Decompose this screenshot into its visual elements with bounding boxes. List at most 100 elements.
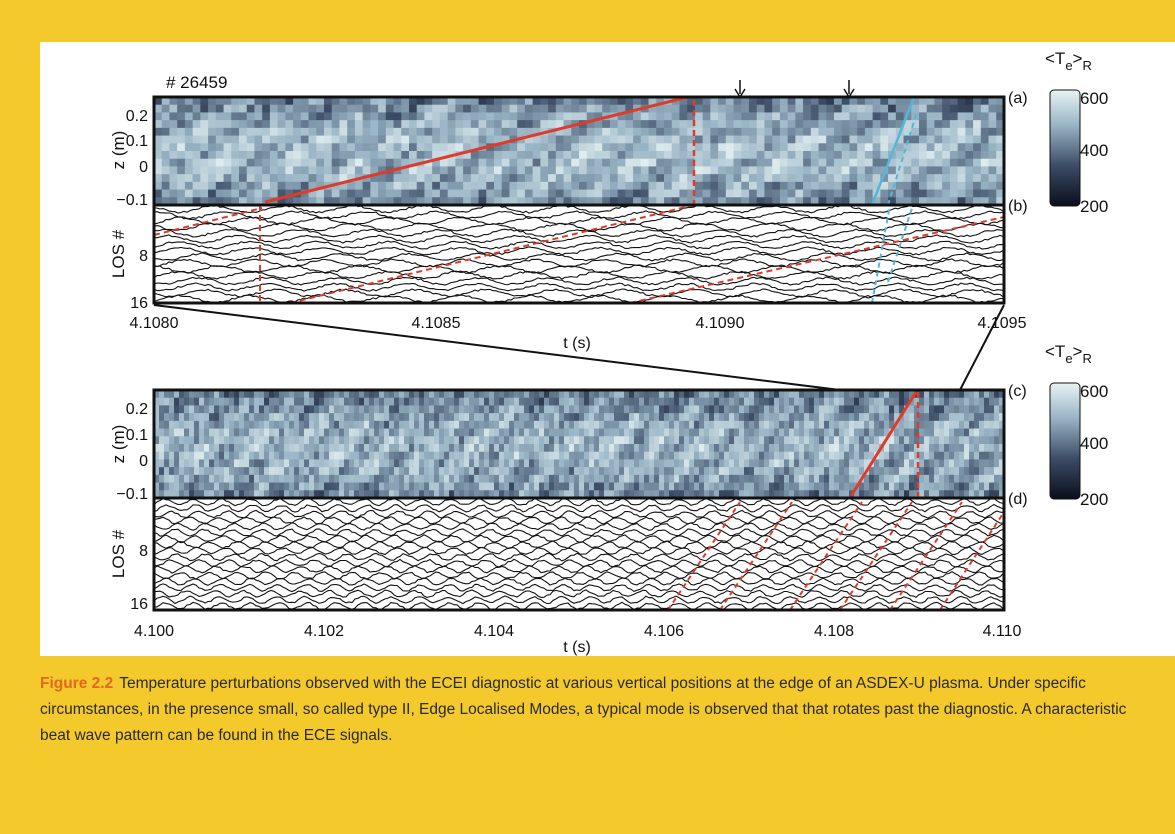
heatmap-cell: [699, 467, 705, 476]
heatmap-cell: [689, 390, 695, 399]
heatmap-cell: [844, 413, 850, 422]
heatmap-cell: [934, 104, 943, 114]
heatmap-cell: [669, 436, 675, 445]
heatmap-cell: [364, 459, 370, 468]
heatmap-cell: [944, 444, 950, 453]
heatmap-cell: [724, 459, 730, 468]
heatmap-cell: [419, 420, 425, 430]
heatmap-cell: [769, 459, 775, 468]
heatmap-cell: [594, 405, 600, 414]
zoom-connector: [153, 304, 1005, 391]
heatmap-cell: [949, 166, 959, 175]
heatmap-cell: [957, 120, 966, 129]
heatmap-cell: [424, 474, 430, 484]
heatmap-cell: [834, 120, 843, 129]
heatmap-cell: [764, 474, 770, 484]
heatmap-cell: [239, 436, 245, 445]
heatmap-cell: [709, 397, 715, 407]
heatmap-cell: [223, 158, 232, 168]
heatmap-cell: [733, 151, 742, 160]
heatmap-cell: [656, 104, 665, 114]
heatmap-cell: [524, 151, 534, 160]
heatmap-cell: [161, 197, 171, 205]
heatmap-cell: [656, 197, 665, 205]
heatmap-cell: [804, 451, 810, 461]
heatmap-cell: [884, 490, 890, 498]
heatmap-cell: [924, 459, 930, 468]
heatmap-cell: [965, 127, 974, 137]
heatmap-cell: [779, 151, 789, 160]
heatmap-cell: [314, 490, 320, 498]
heatmap-cell: [826, 166, 835, 175]
heatmap-cell: [254, 451, 260, 461]
heatmap-cell: [909, 474, 915, 484]
heatmap-cell: [857, 112, 866, 121]
heatmap-cell: [648, 97, 657, 106]
heatmap-cell: [319, 405, 325, 414]
heatmap-cell: [849, 97, 858, 106]
heatmap-cell: [684, 436, 690, 445]
heatmap-cell: [639, 490, 645, 498]
heatmap-cell: [289, 490, 295, 498]
heatmap-cell: [579, 166, 588, 175]
heatmap-cell: [409, 436, 415, 445]
heatmap-cell: [794, 482, 800, 491]
heatmap-cell: [274, 451, 280, 461]
heatmap-cell: [262, 104, 271, 114]
heatmap-cell: [656, 189, 665, 198]
heatmap-cell: [223, 143, 232, 152]
heatmap-cell: [308, 97, 317, 106]
heatmap-cell: [459, 490, 465, 498]
heatmap-cell: [959, 467, 965, 476]
heatmap-cell: [534, 420, 540, 430]
heatmap-cell: [339, 166, 348, 175]
heatmap-cell: [754, 474, 760, 484]
heatmap-cell: [989, 451, 995, 461]
heatmap-cell: [579, 158, 588, 168]
heatmap-cell: [424, 135, 433, 144]
heatmap-cell: [929, 413, 935, 422]
heatmap-cell: [231, 120, 240, 129]
heatmap-cell: [478, 120, 487, 129]
ytick-c-1: 0.2: [126, 401, 148, 418]
heatmap-cell: [364, 451, 370, 461]
panel-label-b: (b): [1008, 198, 1028, 215]
heatmap-cell: [324, 135, 333, 144]
heatmap-cell: [374, 405, 380, 414]
heatmap-cell: [414, 436, 420, 445]
heatmap-cell: [179, 459, 185, 468]
heatmap-cell: [154, 189, 163, 198]
heatmap-cell: [554, 444, 560, 453]
heatmap-cell: [926, 104, 936, 114]
heatmap-cell: [996, 181, 1004, 191]
heatmap-cell: [393, 104, 402, 114]
heatmap-cell: [334, 459, 340, 468]
heatmap-cell: [879, 459, 885, 468]
heatmap-cell: [654, 397, 660, 407]
heatmap-cell: [200, 151, 209, 160]
heatmap-cell: [540, 135, 549, 144]
heatmap-cell: [300, 120, 310, 129]
heatmap-cell: [704, 474, 710, 484]
heatmap-cell: [249, 390, 255, 399]
heatmap-cell: [339, 413, 345, 422]
heatmap-cell: [988, 120, 997, 129]
heatmap-cell: [571, 127, 580, 137]
heatmap-cell: [973, 97, 982, 106]
heatmap-cell: [644, 420, 650, 430]
heatmap-cell: [304, 451, 310, 461]
heatmap-cell: [199, 390, 205, 399]
heatmap-cell: [284, 390, 290, 399]
heatmap-cell: [484, 397, 490, 407]
heatmap-cell: [262, 181, 271, 191]
heatmap-cell: [279, 436, 285, 445]
heatmap-cell: [224, 451, 230, 461]
heatmap-cell: [479, 467, 485, 476]
heatmap-cell: [404, 451, 410, 461]
heatmap-cell: [529, 405, 535, 414]
heatmap-cell: [599, 451, 605, 461]
heatmap-cell: [246, 143, 256, 152]
heatmap-cell: [529, 413, 535, 422]
heatmap-cell: [486, 151, 495, 160]
heatmap-cell: [725, 166, 735, 175]
